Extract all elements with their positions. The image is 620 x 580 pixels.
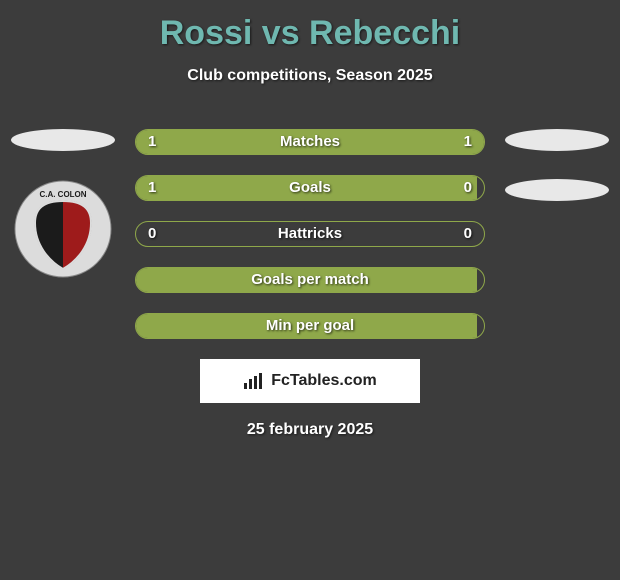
stat-bar: Min per goal <box>135 313 485 339</box>
badge-text: C.A. COLON <box>39 190 86 199</box>
player-photo-placeholder <box>11 129 115 151</box>
player-photo-placeholder <box>505 129 609 151</box>
brand-text: FcTables.com <box>271 372 377 390</box>
stat-bar: Goals per match <box>135 267 485 293</box>
bar-value-left: 0 <box>148 222 156 246</box>
page-subtitle: Club competitions, Season 2025 <box>0 67 620 85</box>
chart-icon <box>243 372 265 390</box>
bar-value-right: 1 <box>464 130 472 154</box>
bar-label: Goals <box>136 176 484 200</box>
stat-bars: Matches11Goals10Hattricks00Goals per mat… <box>135 129 485 339</box>
bar-label: Hattricks <box>136 222 484 246</box>
bar-label: Min per goal <box>136 314 484 338</box>
comparison-content: C.A. COLON Matches11Goals10Hattricks00Go… <box>0 129 620 439</box>
club-badge-placeholder <box>505 179 609 201</box>
page-title: Rossi vs Rebecchi <box>0 0 620 53</box>
bar-value-right: 0 <box>464 222 472 246</box>
brand-box: FcTables.com <box>200 359 420 403</box>
generation-date: 25 february 2025 <box>0 421 620 439</box>
bar-value-right: 0 <box>464 176 472 200</box>
stat-bar: Goals1 0 <box>135 175 485 201</box>
bar-label: Goals per match <box>136 268 484 292</box>
left-player-column: C.A. COLON <box>8 129 118 279</box>
stat-bar: Hattricks0 0 <box>135 221 485 247</box>
stat-bar: Matches1 1 <box>135 129 485 155</box>
bar-label: Matches <box>136 130 484 154</box>
bar-value-left: 1 <box>148 130 156 154</box>
right-player-column <box>502 129 612 229</box>
bar-value-left: 1 <box>148 176 156 200</box>
club-badge-colon: C.A. COLON <box>13 179 113 279</box>
